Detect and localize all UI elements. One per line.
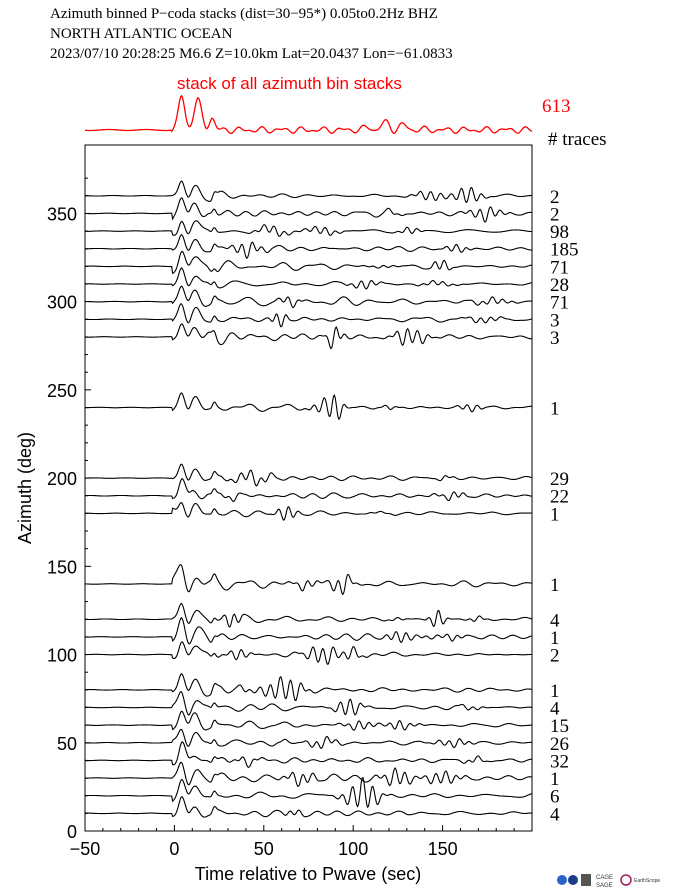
azimuth-trace (85, 602, 533, 628)
y-tick-label: 300 (47, 293, 77, 313)
azimuth-trace (85, 563, 533, 596)
stack-trace (84, 94, 533, 134)
trace-count-header: # traces (548, 129, 607, 150)
azimuth-trace (85, 197, 532, 223)
azimuth-trace (85, 796, 532, 818)
logo-text-earthscope: EarthScope (634, 878, 660, 884)
x-tick-label: 50 (254, 839, 274, 859)
trace-count-label: 32 (550, 751, 569, 772)
trace-count-label: 2 (550, 187, 560, 208)
stack-title: stack of all azimuth bin stacks (177, 74, 402, 93)
azimuth-trace (85, 691, 533, 716)
trace-count-label: 26 (550, 734, 569, 755)
trace-count-label: 1 (550, 399, 560, 420)
trace-count-label: 2 (550, 204, 560, 225)
trace-count-label: 6 (550, 787, 560, 808)
trace-count-label: 3 (550, 328, 560, 349)
azimuth-trace (84, 776, 533, 809)
azimuth-trace (84, 463, 533, 487)
azimuth-trace (85, 220, 533, 237)
trace-count-label: 71 (550, 293, 569, 314)
trace-count-label: 71 (550, 257, 569, 278)
azimuth-trace (84, 392, 533, 421)
y-tick-label: 350 (47, 204, 77, 224)
trace-count-label: 1 (550, 575, 560, 596)
azimuth-trace (84, 323, 532, 350)
logo-text-sage: SAGE (596, 883, 613, 889)
trace-count-label: 4 (550, 804, 560, 825)
plot-frame (84, 144, 533, 832)
x-tick-label: 100 (338, 839, 368, 859)
azimuth-trace (85, 267, 533, 290)
figure-header-line2: NORTH ATLANTIC OCEAN (50, 26, 233, 42)
earthscope-logo-icon (620, 874, 632, 886)
usgs-logo-icon (581, 874, 591, 886)
trace-count-label: 1 (550, 769, 560, 790)
trace-count-label: 15 (550, 716, 569, 737)
trace-count-label: 29 (550, 469, 569, 490)
x-tick-label: 0 (169, 839, 179, 859)
azimuth-trace (84, 285, 533, 309)
trace-count-label: 3 (550, 310, 560, 331)
trace-count-label: 98 (550, 222, 569, 243)
x-axis-label: Time relative to Pwave (sec) (195, 864, 421, 884)
y-tick-label: 200 (47, 469, 77, 489)
trace-count-label: 28 (550, 275, 569, 296)
y-tick-label: 50 (57, 734, 77, 754)
stack-trace-count: 613 (542, 96, 571, 117)
y-axis-label: Azimuth (deg) (15, 432, 35, 544)
azimuth-trace (85, 761, 533, 787)
trace-count-label: 185 (550, 240, 579, 261)
azimuth-trace (85, 673, 533, 701)
trace-count-label: 4 (550, 698, 560, 719)
trace-count-label: 4 (550, 610, 560, 631)
figure-header-line1: Azimuth binned P−coda stacks (dist=30−95… (50, 6, 438, 22)
azimuth-trace (84, 502, 532, 521)
azimuth-trace (85, 180, 533, 204)
y-tick-label: 100 (47, 646, 77, 666)
trace-count-label: 1 (550, 681, 560, 702)
x-tick-label: 150 (428, 839, 458, 859)
y-tick-label: 150 (47, 557, 77, 577)
azimuth-trace (84, 478, 533, 503)
figure-header-line3: 2023/07/10 20:28:25 M6.6 Z=10.0km Lat=20… (50, 46, 453, 62)
doe-logo-icon (568, 875, 578, 885)
azimuth-trace (84, 641, 532, 665)
trace-count-label: 22 (550, 487, 569, 508)
trace-count-label: 1 (550, 628, 560, 649)
azimuth-trace (85, 250, 533, 275)
azimuth-trace (85, 233, 532, 260)
azimuth-trace (85, 710, 532, 731)
azimuth-trace (84, 617, 533, 645)
logo-text-cage: CAGE (596, 875, 613, 881)
azimuth-trace (85, 741, 532, 769)
institution-logos: CAGE SAGE EarthScope (556, 868, 688, 890)
trace-group (84, 180, 533, 818)
azimuth-trace (85, 728, 532, 749)
azimuth-trace (85, 303, 533, 328)
y-tick-label: 250 (47, 381, 77, 401)
nsf-logo-icon (557, 875, 567, 885)
trace-count-label: 2 (550, 646, 560, 667)
trace-count-label: 1 (550, 504, 560, 525)
y-tick-label: 0 (67, 822, 77, 842)
x-tick-label: −50 (70, 839, 101, 859)
